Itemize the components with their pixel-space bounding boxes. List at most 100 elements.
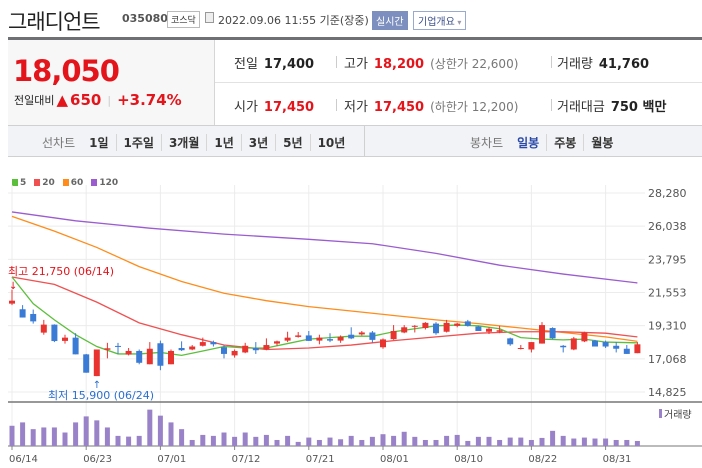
volume-bar (454, 434, 460, 446)
candle (570, 338, 577, 350)
stock-name: 그래디언트 (8, 10, 101, 34)
volume-bar (9, 425, 15, 446)
high-value: 18,200 (373, 57, 425, 72)
x-tick-label: 06/14 (9, 454, 38, 465)
volume-bar (62, 432, 68, 446)
volume-bar (263, 434, 269, 446)
change-percent: +3.74% (117, 91, 182, 109)
realtime-button[interactable]: 실시간 (372, 11, 408, 30)
chart-toolbar: 선차트 1일 1주일 3개월 1년 3년 5년 10년 봉차트 일봉 주봉 월봉 (8, 125, 702, 157)
volume-label: 거래량 (664, 409, 692, 421)
candle (528, 342, 535, 350)
low-label: 저가 (344, 100, 368, 115)
volume-bar (51, 427, 57, 446)
x-tick-label: 07/12 (232, 454, 261, 465)
volume-bar (422, 439, 428, 446)
low-annotation: 최저 15,900 (06/24) (48, 389, 154, 402)
upper-limit: (상한가 22,600) (430, 57, 519, 71)
tab-weekly[interactable]: 주봉 (546, 134, 583, 151)
candle (592, 340, 598, 347)
candle (581, 332, 588, 342)
candle (358, 332, 365, 335)
low-value: 17,450 (373, 100, 425, 115)
volume-bar (603, 438, 609, 446)
volume-bar (221, 432, 227, 446)
candle (316, 337, 323, 341)
volume-bar (338, 439, 344, 446)
candle (549, 328, 556, 339)
divider (336, 99, 337, 111)
volume-bar (126, 436, 132, 446)
legend-ma5: 5 (12, 178, 26, 188)
prev-close: 전일 17,400 (234, 53, 314, 72)
volume-bar (571, 438, 577, 446)
period-1y[interactable]: 1년 (206, 134, 240, 151)
volume-bar (391, 435, 397, 446)
current-price: 18,050 (13, 54, 120, 88)
x-tick-label: 08/31 (603, 454, 632, 465)
y-tick-label: 26,038 (648, 220, 687, 233)
candle (475, 326, 482, 331)
period-3m[interactable]: 3개월 (160, 134, 206, 151)
legend-ma120: 120 (91, 178, 118, 188)
chart-legend: 5 20 60 120 (12, 178, 118, 188)
period-1w[interactable]: 1주일 (115, 134, 161, 151)
chevron-down-icon: ▾ (454, 18, 462, 27)
candle (93, 349, 100, 377)
candle (115, 345, 121, 347)
candle (284, 337, 291, 341)
high-price: 고가 18,200 (상한가 22,600) (344, 53, 518, 72)
volume-bar (147, 409, 153, 446)
candle (231, 350, 238, 356)
volume-bar (41, 427, 47, 446)
candle (496, 330, 503, 332)
volume-bar (115, 435, 121, 446)
candle (613, 345, 620, 349)
candle (369, 332, 376, 340)
candle (199, 342, 206, 346)
volume-bar (253, 436, 259, 446)
period-10y[interactable]: 10년 (309, 134, 353, 151)
candle (507, 338, 514, 345)
volume-bar (486, 436, 492, 446)
company-overview-dropdown[interactable]: 기업개요 ▾ (413, 11, 467, 30)
period-1d[interactable]: 1일 (89, 136, 109, 150)
amount-value: 750 백만 (610, 100, 667, 115)
candle (62, 337, 68, 341)
volume-bar (348, 435, 354, 446)
line-chart-label: 선차트 (42, 136, 76, 150)
tab-monthly[interactable]: 월봉 (583, 134, 620, 151)
tab-daily[interactable]: 일봉 (517, 136, 540, 150)
volume-bar (433, 439, 439, 446)
change-amount: 650 (70, 91, 102, 109)
open-label: 시가 (234, 100, 258, 115)
high-annotation: 최고 21,750 (06/14) (8, 265, 114, 278)
candle (168, 350, 174, 365)
lower-limit: (하한가 12,200) (430, 100, 519, 114)
candle (305, 335, 312, 341)
candle (178, 347, 185, 351)
candle (72, 337, 79, 355)
candle (19, 309, 26, 318)
volume-bar (242, 432, 248, 446)
volume-bar (465, 440, 471, 446)
volume-bar (20, 422, 26, 446)
ma60-line (11, 215, 638, 342)
volume-bar (550, 430, 556, 446)
candle (295, 335, 302, 337)
volume-bar (497, 439, 503, 446)
volume-bar (592, 438, 598, 446)
amount-label: 거래대금 (557, 100, 605, 115)
volume-legend-swatch (659, 409, 662, 418)
y-tick-label: 23,795 (648, 253, 687, 266)
period-5y[interactable]: 5년 (275, 134, 309, 151)
volume-bar (380, 434, 386, 446)
candle (242, 345, 249, 353)
period-3y[interactable]: 3년 (240, 134, 275, 151)
volume-bar (295, 441, 301, 446)
ma120-line (11, 211, 638, 284)
volume-bar (30, 429, 36, 446)
volume-bar (539, 437, 545, 446)
volume-label: 거래량 (557, 57, 593, 72)
